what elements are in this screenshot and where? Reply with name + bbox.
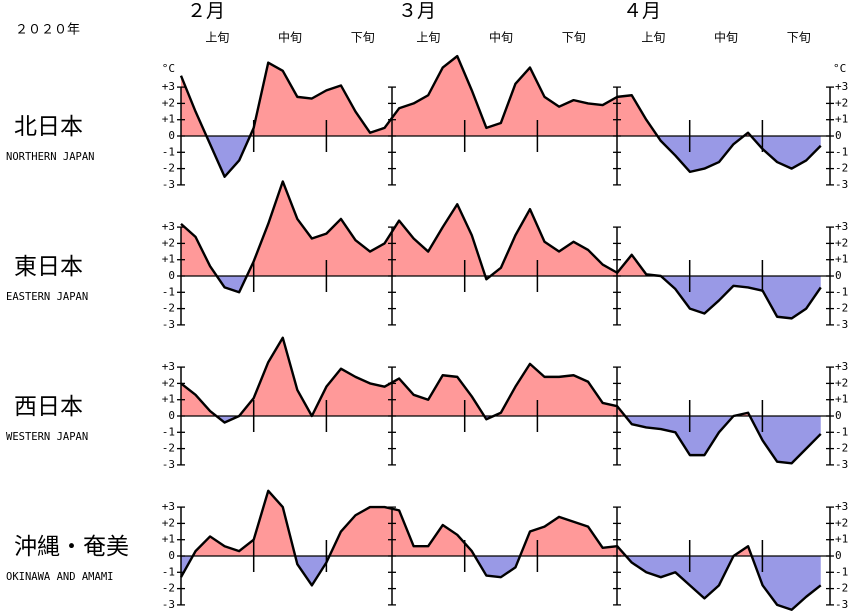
y-tick-label: -1 bbox=[162, 425, 175, 438]
panel-title: 北日本 bbox=[14, 114, 83, 140]
y-tick-label: -2 bbox=[835, 442, 848, 455]
y-tick-label: -2 bbox=[162, 582, 175, 595]
y-tick-label: +3 bbox=[835, 500, 848, 513]
month-label: ３月 bbox=[398, 0, 436, 22]
y-tick-label: +3 bbox=[835, 80, 848, 93]
y-tick-label: -3 bbox=[162, 598, 175, 611]
y-tick-label: -1 bbox=[162, 145, 175, 158]
y-tick-label: 0 bbox=[168, 129, 175, 142]
panel-subtitle: EASTERN JAPAN bbox=[6, 291, 88, 303]
anomaly-line bbox=[180, 336, 822, 465]
decade-label: 下旬 bbox=[351, 31, 375, 45]
y-tick-label: +3 bbox=[835, 220, 848, 233]
decade-label: 中旬 bbox=[278, 30, 302, 45]
decade-label: 中旬 bbox=[489, 30, 513, 45]
anomaly-line bbox=[179, 489, 822, 611]
y-tick-label: -2 bbox=[162, 162, 175, 175]
y-tick-label: +2 bbox=[835, 96, 848, 109]
month-label: ４月 bbox=[623, 0, 661, 22]
decade-label: 上旬 bbox=[416, 31, 440, 45]
y-tick-label: 0 bbox=[835, 549, 842, 562]
positive-area bbox=[181, 337, 821, 416]
y-tick-label: -1 bbox=[162, 285, 175, 298]
decade-label: 上旬 bbox=[205, 31, 229, 45]
y-tick-label: -2 bbox=[835, 162, 848, 175]
unit-label: °C bbox=[833, 62, 846, 75]
panel-title: 東日本 bbox=[14, 254, 83, 280]
y-tick-label: 0 bbox=[835, 269, 842, 282]
y-tick-label: +2 bbox=[835, 236, 848, 249]
y-tick-label: +1 bbox=[162, 253, 175, 266]
panel-subtitle: WESTERN JAPAN bbox=[6, 431, 88, 443]
panel-title: 沖縄・奄美 bbox=[14, 534, 129, 560]
decade-label: 中旬 bbox=[714, 30, 738, 45]
y-tick-label: +2 bbox=[162, 236, 175, 249]
y-tick-label: +3 bbox=[162, 220, 175, 233]
positive-area bbox=[181, 490, 821, 556]
unit-label: °C bbox=[162, 62, 175, 75]
y-tick-label: +2 bbox=[835, 376, 848, 389]
y-tick-label: -2 bbox=[835, 302, 848, 315]
y-tick-label: +3 bbox=[162, 360, 175, 373]
y-tick-label: +3 bbox=[835, 360, 848, 373]
y-tick-label: -1 bbox=[835, 145, 848, 158]
y-tick-label: +2 bbox=[162, 516, 175, 529]
month-label: ２月 bbox=[187, 0, 225, 22]
negative-area bbox=[181, 136, 821, 177]
y-tick-label: +3 bbox=[162, 500, 175, 513]
panel-subtitle: OKINAWA AND AMAMI bbox=[6, 571, 113, 583]
decade-label: 上旬 bbox=[641, 31, 665, 45]
y-tick-label: +1 bbox=[162, 533, 175, 546]
anomaly-line bbox=[179, 54, 822, 178]
y-tick-label: +1 bbox=[835, 393, 848, 406]
y-tick-label: -3 bbox=[835, 598, 848, 611]
y-tick-label: +2 bbox=[162, 96, 175, 109]
y-tick-label: 0 bbox=[835, 129, 842, 142]
y-tick-label: -2 bbox=[162, 302, 175, 315]
y-tick-label: +1 bbox=[835, 533, 848, 546]
y-tick-label: -3 bbox=[162, 178, 175, 191]
y-tick-label: +1 bbox=[162, 393, 175, 406]
year-label: ２０２０年 bbox=[15, 23, 80, 38]
y-tick-label: -3 bbox=[162, 318, 175, 331]
y-tick-label: -1 bbox=[835, 565, 848, 578]
y-tick-label: +2 bbox=[835, 516, 848, 529]
y-tick-label: -1 bbox=[835, 285, 848, 298]
decade-label: 下旬 bbox=[787, 31, 811, 45]
negative-area bbox=[181, 556, 821, 610]
y-tick-label: +2 bbox=[162, 376, 175, 389]
panel-title: 西日本 bbox=[14, 394, 83, 420]
y-tick-label: -2 bbox=[835, 582, 848, 595]
decade-label: 下旬 bbox=[562, 31, 586, 45]
y-tick-label: +1 bbox=[835, 113, 848, 126]
y-tick-label: 0 bbox=[168, 549, 175, 562]
y-tick-label: -2 bbox=[162, 442, 175, 455]
y-tick-label: -3 bbox=[835, 178, 848, 191]
y-tick-label: -1 bbox=[835, 425, 848, 438]
y-tick-label: +3 bbox=[162, 80, 175, 93]
y-tick-label: 0 bbox=[168, 409, 175, 422]
panel-subtitle: NORTHERN JAPAN bbox=[6, 151, 95, 163]
y-tick-label: 0 bbox=[168, 269, 175, 282]
y-tick-label: -3 bbox=[835, 318, 848, 331]
anomaly-line bbox=[180, 180, 822, 320]
y-tick-label: +1 bbox=[835, 253, 848, 266]
y-tick-label: -1 bbox=[162, 565, 175, 578]
negative-area bbox=[181, 416, 821, 464]
positive-area bbox=[181, 56, 821, 136]
y-tick-label: 0 bbox=[835, 409, 842, 422]
y-tick-label: +1 bbox=[162, 113, 175, 126]
negative-area bbox=[181, 276, 821, 319]
positive-area bbox=[181, 181, 821, 276]
y-tick-label: -3 bbox=[162, 458, 175, 471]
y-tick-label: -3 bbox=[835, 458, 848, 471]
